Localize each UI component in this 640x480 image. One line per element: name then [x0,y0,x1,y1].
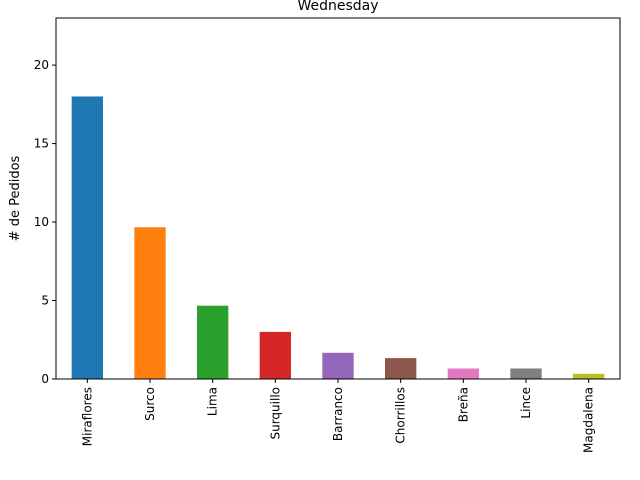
bar-7 [510,368,542,379]
bar-0 [71,96,103,379]
x-tick-label-1: Surco [143,387,157,421]
x-tick-label-3: Surquillo [268,387,282,440]
bar-3 [259,331,291,379]
x-tick-label-5: Chorrillos [394,387,408,444]
y-tick-label-3: 15 [34,137,49,151]
bar-5 [385,358,417,379]
y-tick-label-0: 0 [41,372,49,386]
x-axis: Miraflores Surco Lima Surquillo Barranco Chor… [80,379,596,453]
x-tick-label-0: Miraflores [80,387,94,446]
x-tick-label-7: Lince [519,387,533,419]
y-axis: 0 5 10 15 20 [34,58,56,386]
y-axis-label: # de Pedidos [8,155,23,241]
chart-title: Wednesday [297,0,378,14]
x-tick-label-8: Magdalena [582,387,596,453]
x-tick-label-6: Breña [456,387,470,422]
bars-group [71,96,605,379]
x-tick-label-4: Barranco [331,387,345,441]
plot-frame [55,17,621,380]
x-tick-label-2: Lima [206,387,220,416]
y-tick-label-4: 20 [34,58,49,72]
bar-4 [322,352,354,379]
bar-2 [197,305,229,379]
y-tick-label-2: 10 [34,215,49,229]
bar-8 [573,373,605,379]
bar-1 [134,227,166,379]
bar-6 [447,368,479,379]
y-tick-label-1: 5 [41,294,49,308]
